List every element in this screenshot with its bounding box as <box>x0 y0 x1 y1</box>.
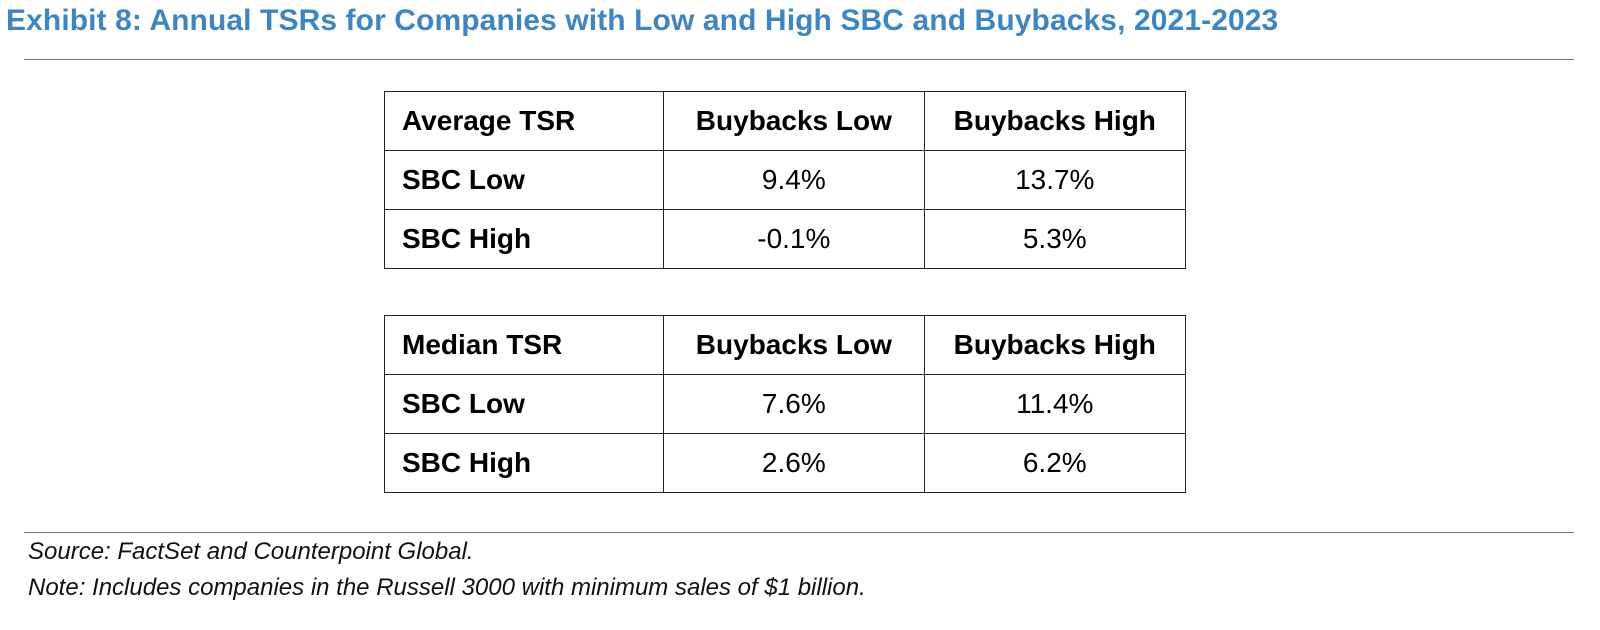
median-tsr-table: Median TSR Buybacks Low Buybacks High SB… <box>383 315 1187 493</box>
average-tsr-table: Average TSR Buybacks Low Buybacks High S… <box>383 91 1187 269</box>
table-header-row: Median TSR Buybacks Low Buybacks High <box>383 315 1187 375</box>
corner-label: Median TSR <box>383 315 665 375</box>
table-cell: 9.4% <box>663 150 925 210</box>
top-divider <box>24 59 1574 60</box>
footnote: Note: Includes companies in the Russell … <box>28 574 866 601</box>
table-header-row: Average TSR Buybacks Low Buybacks High <box>383 91 1187 151</box>
source-note: Source: FactSet and Counterpoint Global. <box>28 538 474 565</box>
table-cell: 2.6% <box>663 433 925 493</box>
corner-label: Average TSR <box>383 91 665 151</box>
table-row: SBC Low 9.4% 13.7% <box>383 150 1187 210</box>
table-row: SBC High 2.6% 6.2% <box>383 433 1187 493</box>
table-cell: 6.2% <box>923 433 1187 493</box>
row-label-sbc-high: SBC High <box>383 209 665 269</box>
table-row: SBC High -0.1% 5.3% <box>383 209 1187 269</box>
column-header-buybacks-low: Buybacks Low <box>663 91 925 151</box>
table-cell: 13.7% <box>923 150 1187 210</box>
column-header-buybacks-high: Buybacks High <box>923 91 1187 151</box>
table-cell: 11.4% <box>923 374 1187 434</box>
row-label-sbc-low: SBC Low <box>383 374 665 434</box>
column-header-buybacks-low: Buybacks Low <box>663 315 925 375</box>
table-cell: 7.6% <box>663 374 925 434</box>
column-header-buybacks-high: Buybacks High <box>923 315 1187 375</box>
exhibit-title: Exhibit 8: Annual TSRs for Companies wit… <box>6 4 1279 37</box>
table-cell: -0.1% <box>663 209 925 269</box>
table-row: SBC Low 7.6% 11.4% <box>383 374 1187 434</box>
row-label-sbc-high: SBC High <box>383 433 665 493</box>
bottom-divider <box>24 532 1574 533</box>
table-cell: 5.3% <box>923 209 1187 269</box>
row-label-sbc-low: SBC Low <box>383 150 665 210</box>
